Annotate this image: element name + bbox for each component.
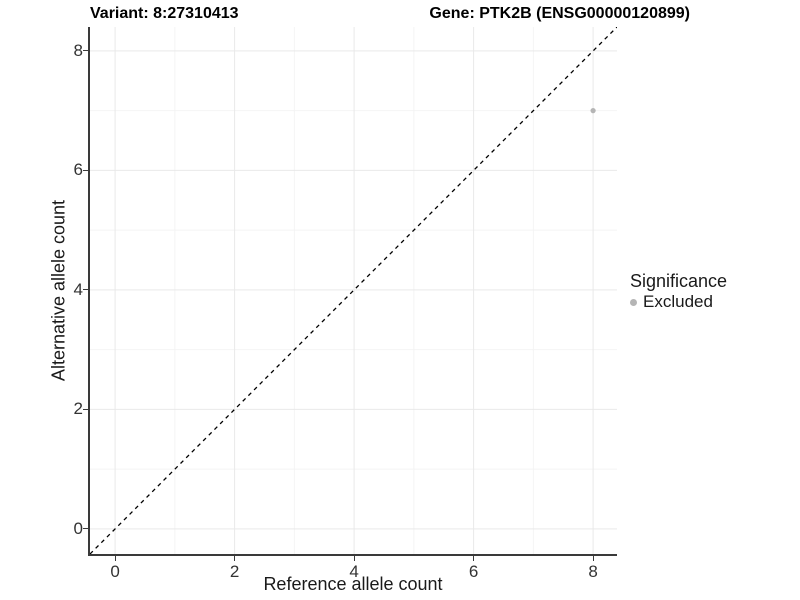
- plot-panel: [88, 27, 617, 556]
- plot-title: Variant: 8:27310413 Gene: PTK2B (ENSG000…: [90, 5, 690, 23]
- x-axis-tick: [592, 556, 594, 561]
- y-axis-tick: [83, 408, 88, 410]
- x-tick-label: 6: [468, 562, 479, 581]
- legend-entry: Excluded: [630, 293, 727, 311]
- legend-entries: Excluded: [630, 293, 727, 311]
- y-tick-label: 8: [73, 40, 83, 60]
- legend: Significance Excluded: [630, 271, 727, 311]
- y-axis-tick: [83, 528, 88, 530]
- legend-entry-label: Excluded: [643, 292, 713, 311]
- legend-point-icon: [630, 298, 637, 306]
- y-axis-title: Alternative allele count: [48, 199, 69, 382]
- identity-dashed-line: [90, 27, 617, 554]
- x-axis-tick: [234, 556, 236, 561]
- x-tick-label: 2: [229, 562, 240, 581]
- x-axis-tick: [473, 556, 475, 561]
- x-tick-label: 8: [588, 562, 598, 581]
- plot-canvas: [90, 27, 617, 554]
- x-tick-label: 4: [349, 562, 359, 581]
- y-axis-tick: [83, 289, 88, 291]
- x-axis-tick: [353, 556, 355, 561]
- data-point: [590, 108, 596, 114]
- y-tick-label: 6: [73, 160, 83, 180]
- x-axis-title: Reference allele count: [263, 574, 443, 594]
- y-axis-tick: [83, 50, 88, 52]
- legend-title: Significance: [630, 271, 728, 291]
- plot-title-variant: Variant: 8:27310413: [90, 5, 239, 22]
- y-axis-tick: [83, 169, 88, 171]
- plot-title-gene: Gene: PTK2B (ENSG00000120899): [429, 5, 690, 22]
- y-tick-label: 4: [73, 279, 83, 299]
- y-tick-label: 0: [73, 518, 83, 538]
- x-tick-label: 0: [110, 562, 120, 581]
- y-tick-label: 2: [73, 399, 83, 419]
- x-axis-tick: [114, 556, 116, 561]
